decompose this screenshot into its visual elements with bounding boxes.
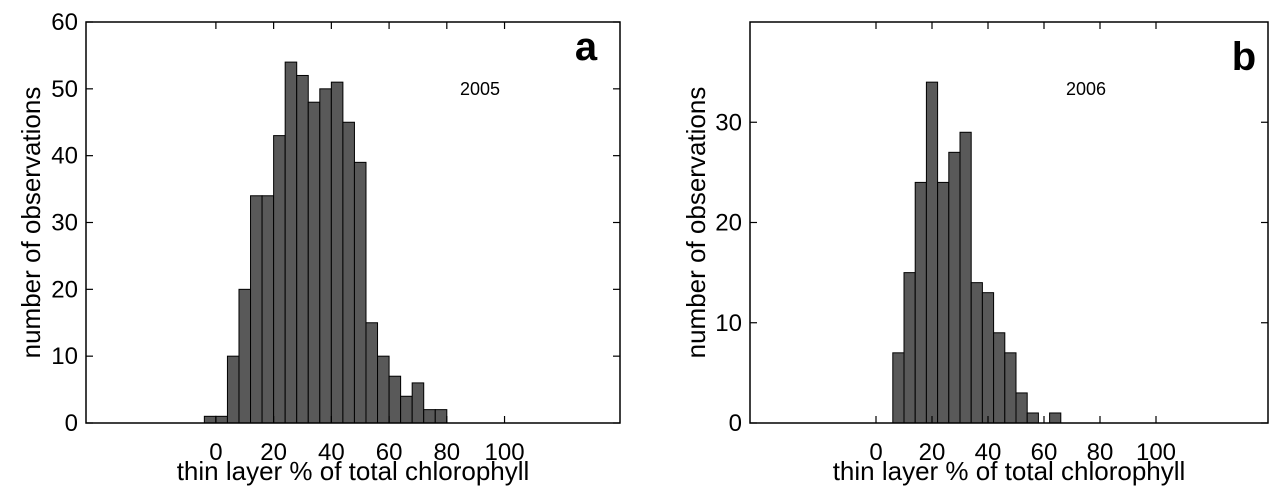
y-axis-label: number of observations: [16, 87, 46, 359]
histogram-bar: [238, 288, 252, 424]
histogram-bar: [970, 282, 983, 424]
x-tick-label: 60: [376, 439, 403, 466]
histogram-bar: [296, 74, 309, 424]
year-annotation: 2005: [460, 79, 500, 99]
y-tick-label: 10: [715, 310, 742, 337]
histogram-bar: [948, 151, 961, 424]
histogram-panel-b: 0 20 40 60 80 100 0 10 20 30 thin layer % of total…: [681, 21, 1269, 486]
y-tick-label: 20: [51, 276, 78, 303]
histogram-bar: [284, 61, 298, 424]
histogram-bar: [892, 352, 905, 424]
x-tick-label: 60: [1031, 439, 1058, 466]
histogram-bar: [342, 121, 355, 424]
x-tick-label: 80: [433, 439, 460, 466]
y-tick-label: 0: [65, 410, 78, 437]
x-axis-label: thin layer % of total chlorophyll: [833, 456, 1186, 486]
histogram-bar: [215, 415, 228, 424]
y-tick-label: 40: [51, 143, 78, 170]
histogram-bar: [388, 375, 402, 424]
histogram-bar: [937, 181, 950, 424]
x-axis-label: thin layer % of total chlorophyll: [177, 456, 530, 486]
y-tick-label: 30: [51, 210, 78, 237]
x-tick-label: 0: [869, 439, 882, 466]
y-tick-label: 60: [51, 9, 78, 36]
x-tick-label: 20: [919, 439, 946, 466]
histogram-bar: [365, 322, 379, 424]
histogram-bar: [903, 272, 916, 424]
histogram-bar: [353, 161, 367, 424]
histogram-bar: [203, 415, 217, 424]
histogram-bar: [261, 195, 275, 424]
x-tick-label: 40: [975, 439, 1002, 466]
histogram-bar: [319, 88, 332, 424]
histogram-bar: [981, 292, 995, 424]
y-axis-label: number of observations: [681, 87, 711, 359]
histogram-bar: [273, 135, 286, 424]
x-tick-label: 20: [260, 439, 287, 466]
histogram-bar: [959, 131, 972, 424]
y-tick-label: 30: [715, 109, 742, 136]
histogram-bar: [914, 181, 927, 424]
histogram-bar: [377, 355, 390, 424]
panel-letter: a: [575, 25, 598, 69]
y-tick-label: 50: [51, 76, 78, 103]
panel-letter: b: [1232, 35, 1256, 79]
histogram-bar: [250, 195, 263, 424]
histogram-bar: [400, 395, 413, 424]
histogram-bar: [1026, 412, 1039, 424]
x-tick-label: 100: [485, 439, 525, 466]
histogram-bar: [925, 81, 939, 424]
x-tick-label: 0: [209, 439, 222, 466]
histogram-bar: [411, 382, 425, 424]
x-tick-label: 100: [1136, 439, 1176, 466]
histogram-bar: [330, 81, 344, 424]
histogram-bar: [434, 409, 448, 424]
histogram-bar: [1015, 392, 1028, 424]
histogram-bar: [993, 332, 1006, 424]
histogram-bar: [1004, 352, 1017, 424]
y-tick-label: 20: [715, 210, 742, 237]
x-tick-label: 80: [1087, 439, 1114, 466]
histogram-bar: [1049, 412, 1062, 424]
y-tick-label: 10: [51, 343, 78, 370]
histogram-bar: [307, 101, 321, 424]
year-annotation: 2006: [1066, 79, 1106, 99]
histogram-bar: [423, 409, 436, 424]
histogram-bar: [226, 355, 240, 424]
x-tick-label: 40: [318, 439, 345, 466]
y-tick-label: 0: [729, 410, 742, 437]
